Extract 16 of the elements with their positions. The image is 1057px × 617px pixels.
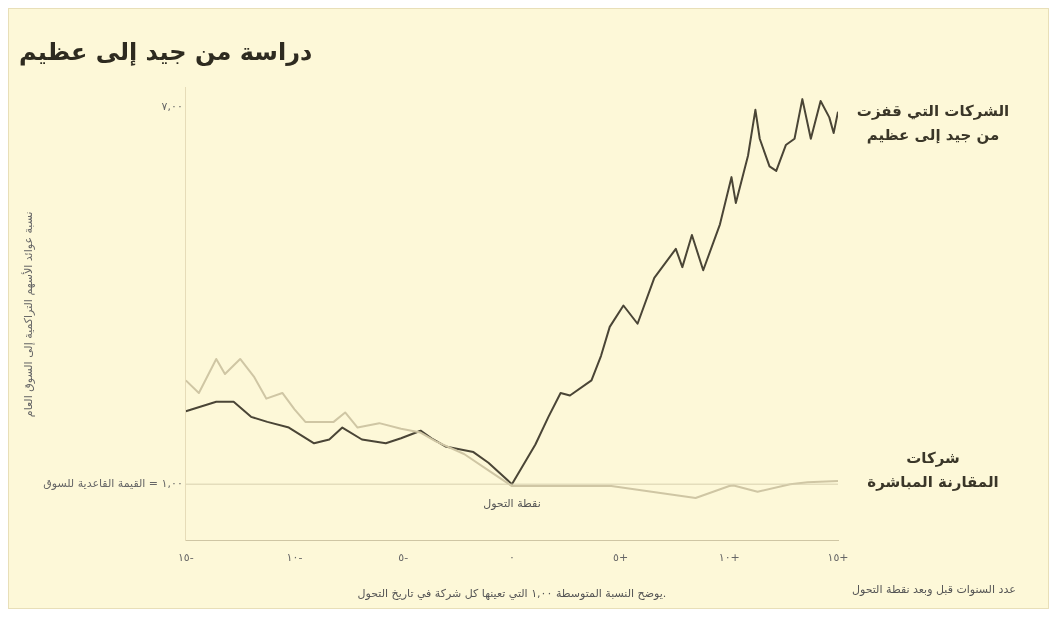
x-tick-label: ١٥- bbox=[177, 551, 194, 565]
chart-title: دراسة من جيد إلى عظيم bbox=[19, 37, 313, 66]
x-tick-label: ٠ bbox=[508, 551, 515, 565]
y-axis-title: نسبة عوائد الأسهم التراكمية إلى السوق العام bbox=[21, 211, 36, 418]
y-tick-label: ١,٠٠ = القيمة القاعدية للسوق bbox=[43, 477, 183, 491]
text: يوضح النسبة المتوسطة ١,٠٠ التي تعينها كل شركة في تاريخ التحول. bbox=[357, 586, 667, 600]
text: شركات المقارنة المباشرة bbox=[867, 448, 999, 491]
x-tick-label: ١٠+ bbox=[718, 551, 740, 565]
y-tick-label: ٧,٠٠ bbox=[161, 99, 183, 113]
x-tick-label: ١٥+ bbox=[827, 551, 849, 565]
x-tick-label: ١٠- bbox=[286, 551, 303, 565]
x-tick-label: ٥+ bbox=[613, 551, 629, 565]
annotation: نقطة التحول bbox=[483, 497, 541, 511]
series-label: الشركات التي قفزت من جيد إلى عظيم bbox=[856, 101, 1010, 144]
x-tick-label: ٥- bbox=[398, 551, 409, 565]
x-axis-title: عدد السنوات قبل وبعد نقطة التحول bbox=[852, 582, 1016, 596]
